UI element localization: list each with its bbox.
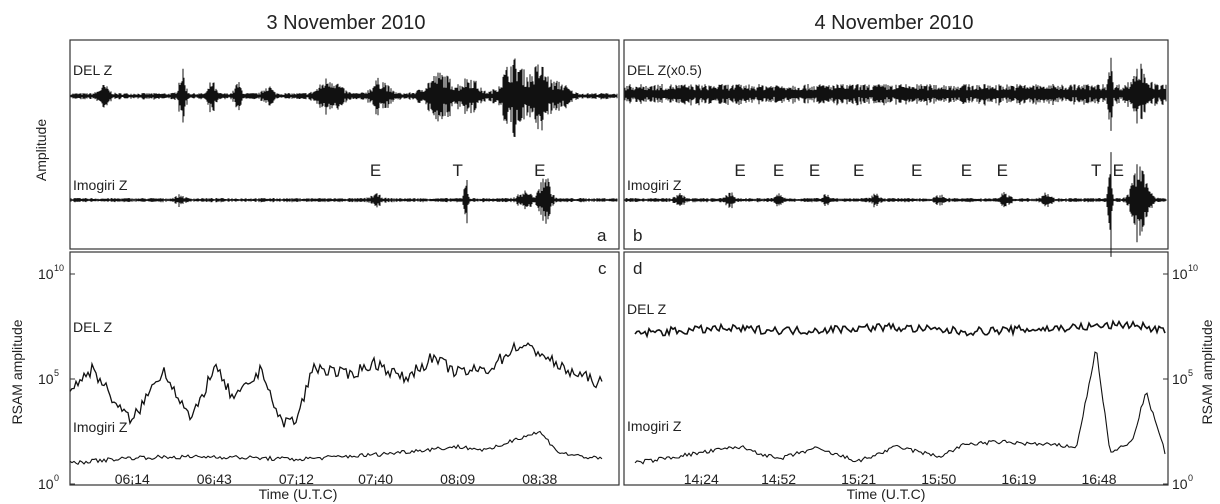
panel-c-xtick-2: 07:12 <box>279 471 314 487</box>
panel-d-ytick-exp-2: 10 <box>1188 263 1198 273</box>
panel-b-event-0: E <box>734 161 745 180</box>
panel-d-xtick-4: 16:19 <box>1001 471 1036 487</box>
panel-c-xtick-3: 07:40 <box>358 471 393 487</box>
panel-a-event-2: E <box>534 161 545 180</box>
panel-c-letter: c <box>598 259 607 278</box>
panel-c-frame <box>69 251 620 486</box>
panel-d-ytick-0: 10 <box>1172 476 1188 492</box>
panel-d-xtick-3: 15:50 <box>921 471 956 487</box>
panel-c-series-imogiri-z <box>69 430 603 466</box>
panel-d-xtick-1: 14:52 <box>761 471 796 487</box>
panel-b-del-trace <box>624 57 1167 131</box>
panel-c-xtick-0: 06:14 <box>115 471 150 487</box>
panel-a-event-0: E <box>370 161 381 180</box>
panel-d-letter: d <box>633 259 642 278</box>
panel-b-event-3: E <box>853 161 864 180</box>
panel-c-xtick-1: 06:43 <box>197 471 232 487</box>
panel-a-frame <box>69 39 620 250</box>
panel-b-event-5: E <box>961 161 972 180</box>
panel-c-ytick-1: 10 <box>38 371 54 387</box>
panel-c-series-del-z <box>69 340 603 428</box>
panel-d-ytick-exp-1: 5 <box>1188 368 1193 378</box>
panel-d-frame <box>623 251 1169 486</box>
right-figure-title: 4 November 2010 <box>815 12 974 34</box>
panel-b-letter: b <box>633 226 642 245</box>
panel-c-ytick-exp-2: 10 <box>54 263 64 273</box>
panel-d-series-label-imogiri: Imogiri Z <box>627 418 682 434</box>
panel-b-event-2: E <box>809 161 820 180</box>
panel-a-event-1: T <box>453 161 463 180</box>
panel-a-letter: a <box>597 226 607 245</box>
panel-c-xtick-5: 08:38 <box>522 471 557 487</box>
panel-d-ytick-exp-0: 0 <box>1188 473 1193 483</box>
panel-b-event-8: E <box>1113 161 1124 180</box>
panel-b-event-6: E <box>997 161 1008 180</box>
panel-c-ytick-2: 10 <box>38 266 54 282</box>
panel-c-xlabel: Time (U.T.C) <box>259 486 338 502</box>
panel-d-series-imogiri-z <box>634 351 1166 465</box>
panel-c-ytick-exp-1: 5 <box>54 368 59 378</box>
panel-c-ytick-0: 10 <box>38 476 54 492</box>
panel-a-ylabel: Amplitude <box>33 119 49 181</box>
panel-b-event-4: E <box>911 161 922 180</box>
panel-a-series-label-del: DEL Z <box>73 62 113 78</box>
panel-b-waveforms <box>624 57 1167 257</box>
panel-a-del-trace <box>70 58 618 137</box>
panel-d-xtick-5: 16:48 <box>1081 471 1116 487</box>
panel-c-series-label-imogiri: Imogiri Z <box>73 419 128 435</box>
panel-b-imogiri-trace <box>624 152 1167 257</box>
left-figure-title: 3 November 2010 <box>267 12 426 34</box>
panel-d-ytick-1: 10 <box>1172 371 1188 387</box>
panel-a-imogiri-trace <box>70 178 618 224</box>
panel-b-event-7: T <box>1091 161 1101 180</box>
panel-d-ytick-2: 10 <box>1172 266 1188 282</box>
panel-d-series-label-del: DEL Z <box>627 301 667 317</box>
panel-c-ylabel: RSAM amplitude <box>9 319 25 424</box>
panel-d-xtick-2: 15:21 <box>841 471 876 487</box>
panel-b-frame <box>623 39 1169 250</box>
panel-d-xlabel: Time (U.T.C) <box>847 486 926 502</box>
panel-d-ylabel: RSAM amplitude <box>1199 319 1215 424</box>
panel-a-waveforms <box>70 58 618 224</box>
panel-c-ytick-exp-0: 0 <box>54 473 59 483</box>
panel-d-series-del-z <box>634 319 1166 339</box>
panel-b-series-label-imogiri: Imogiri Z <box>627 177 682 193</box>
panel-d-xtick-0: 14:24 <box>684 471 719 487</box>
panel-c-xtick-4: 08:09 <box>440 471 475 487</box>
panel-c-series-label-del: DEL Z <box>73 319 113 335</box>
panel-a-series-label-imogiri: Imogiri Z <box>73 177 128 193</box>
panel-b-event-1: E <box>773 161 784 180</box>
panel-b-series-label-del: DEL Z(x0.5) <box>627 62 702 78</box>
